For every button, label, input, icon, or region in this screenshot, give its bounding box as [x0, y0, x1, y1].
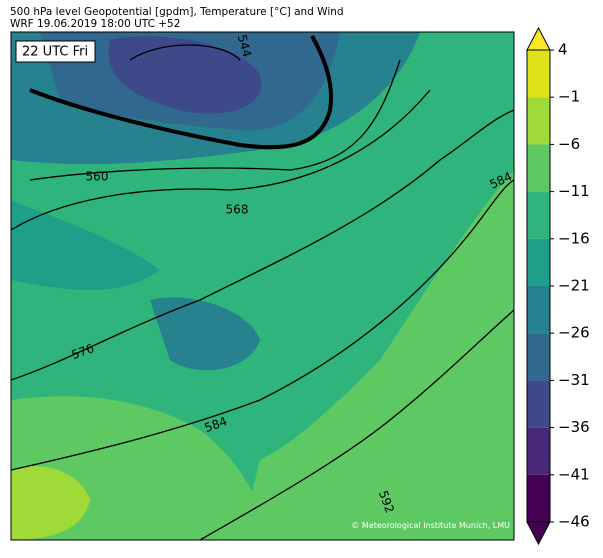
colorbar-tick-label: −41	[558, 465, 590, 483]
colorbar-tick-label: 4	[558, 41, 568, 59]
colorbar-tick-label: −11	[558, 182, 590, 200]
colorbar-tick-label: −31	[558, 371, 590, 389]
colorbar-tick-label: −21	[558, 277, 590, 295]
colorbar-segment	[527, 474, 550, 522]
colorbar-segment	[527, 144, 550, 192]
map-frame	[10, 31, 515, 541]
colorbar-tick-label: −16	[558, 229, 590, 247]
contour-label: 544	[235, 33, 254, 59]
colorbar-segment	[527, 238, 550, 286]
title: 500 hPa level Geopotential [gpdm], Tempe…	[10, 6, 344, 18]
colorbar-segment	[527, 50, 550, 98]
credit: © Meteorological Institute Munich, LMU	[351, 521, 510, 530]
time-box	[15, 40, 96, 63]
colorbar-tick-label: −6	[558, 135, 580, 153]
colorbar-segment	[527, 97, 550, 145]
colorbar-segment	[527, 286, 550, 334]
colorbar-segment	[527, 333, 550, 381]
colorbar-tick-label: −36	[558, 418, 590, 436]
colorbar-tick-label: −1	[558, 88, 580, 106]
colorbar-segment	[527, 191, 550, 239]
colorbar-tick-label: −26	[558, 324, 590, 342]
time-label: 22 UTC Fri	[22, 45, 88, 60]
colorbar-segment	[527, 380, 550, 428]
contour-label: 560	[86, 170, 109, 184]
contour-label: 568	[226, 203, 249, 217]
map: 22 UTC Fri 544 560 568 576 584 584 592 ©…	[11, 32, 514, 540]
colorbar-segment	[527, 427, 550, 475]
colorbar-extend-bottom	[526, 521, 551, 546]
subtitle: WRF 19.06.2019 18:00 UTC +52	[10, 18, 180, 30]
colorbar-tick-label: −46	[558, 513, 590, 531]
colorbar-extend-top	[526, 26, 551, 51]
